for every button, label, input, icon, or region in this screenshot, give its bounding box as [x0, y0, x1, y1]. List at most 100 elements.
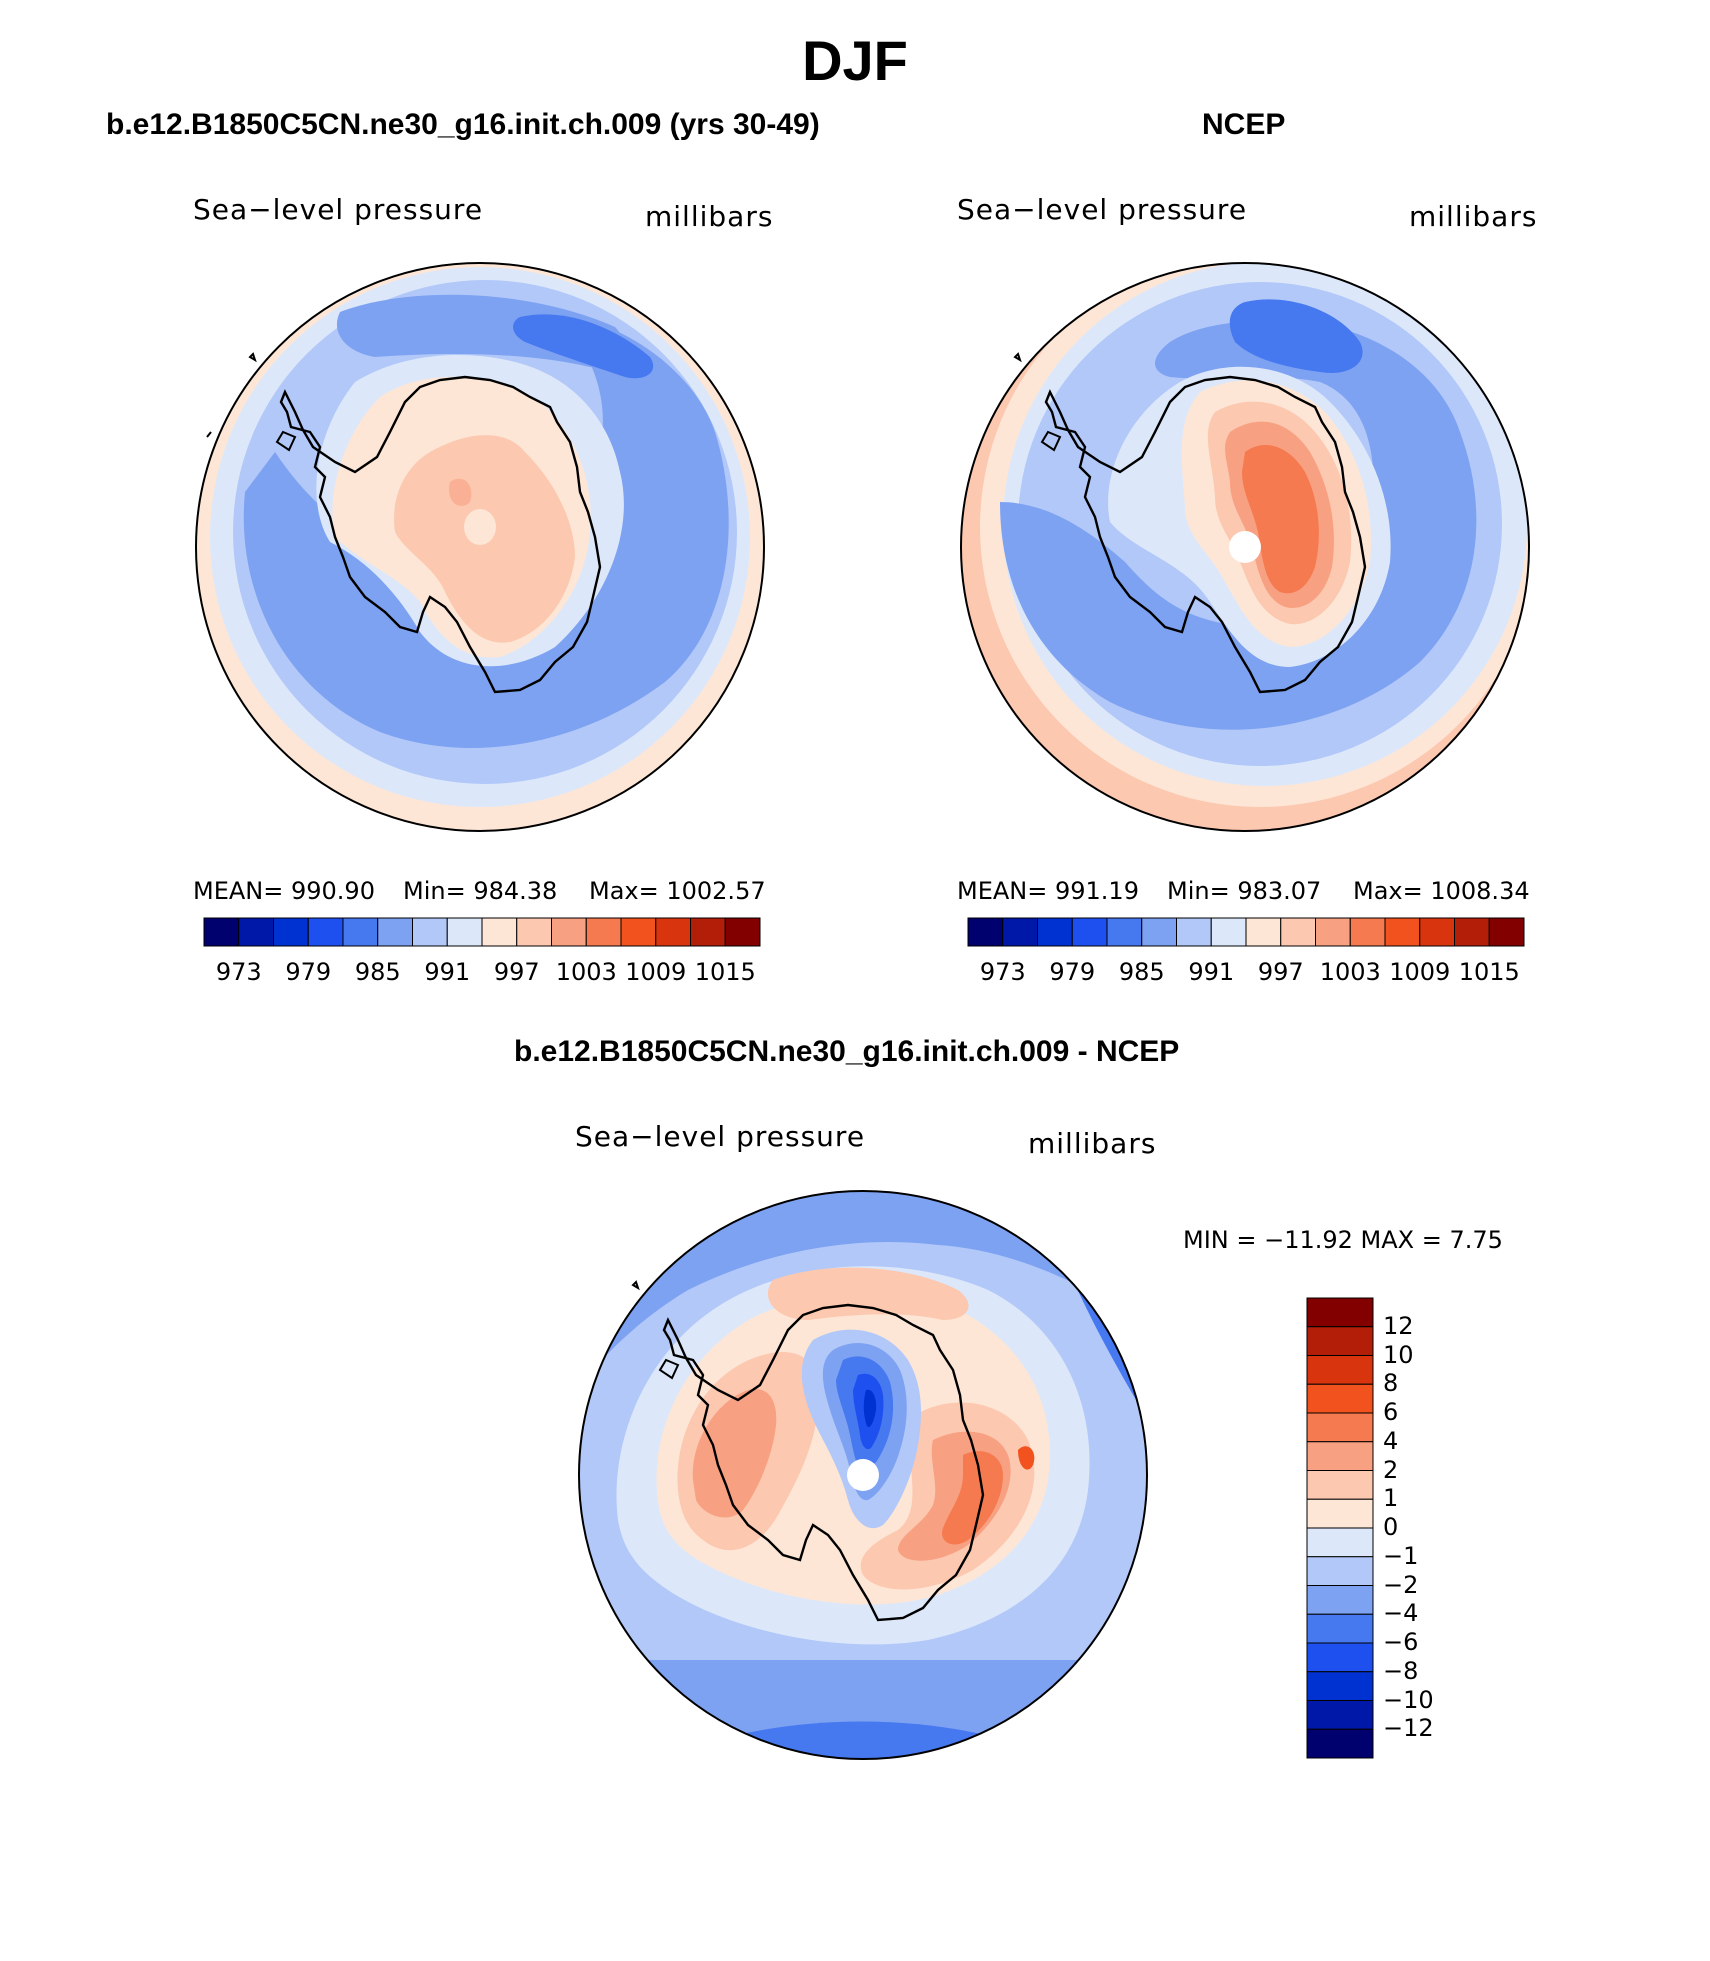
left-max: Max= 1002.57	[589, 877, 766, 905]
left-min: Min= 984.38	[403, 877, 558, 905]
colorbar-tick-label: −1	[1383, 1541, 1419, 1570]
colorbar-tick-label: 973	[979, 958, 1026, 986]
right-polar-map	[960, 262, 1530, 832]
right-max: Max= 1008.34	[1353, 877, 1530, 905]
colorbar-swatch	[516, 917, 552, 947]
colorbar-swatch	[238, 917, 274, 947]
colorbar-tick-label: 0	[1383, 1513, 1399, 1541]
colorbar-tick-label: −12	[1383, 1714, 1434, 1743]
colorbar-swatch	[1349, 917, 1386, 947]
colorbar-swatch	[690, 917, 726, 947]
colorbar-swatch	[1306, 1355, 1374, 1385]
colorbar-tick-label: 8	[1383, 1369, 1399, 1398]
colorbar-tick-label: 1003	[555, 958, 617, 986]
colorbar-swatch	[585, 917, 622, 947]
colorbar-swatch	[551, 917, 587, 947]
colorbar-swatch	[1306, 1383, 1374, 1414]
colorbar-swatch	[655, 917, 691, 947]
right-units-label: millibars	[1409, 200, 1538, 233]
colorbar-swatch	[1306, 1326, 1374, 1356]
right-colorbar	[967, 917, 1525, 947]
colorbar-swatch	[273, 917, 309, 947]
colorbar-tick-label: −8	[1383, 1656, 1419, 1685]
colorbar-swatch	[1488, 917, 1525, 947]
colorbar-swatch	[1315, 917, 1351, 947]
colorbar-swatch	[620, 917, 657, 947]
colorbar-swatch	[967, 917, 1004, 947]
left-mean: MEAN= 990.90	[193, 877, 375, 905]
colorbar-swatch	[1306, 1297, 1374, 1328]
colorbar-swatch	[307, 917, 344, 947]
colorbar-tick-label: 2	[1383, 1455, 1399, 1484]
right-variable-label: Sea−level pressure	[957, 193, 1248, 226]
left-variable-label: Sea−level pressure	[193, 193, 484, 226]
diff-panel-title: b.e12.B1850C5CN.ne30_g16.init.ch.009 - N…	[514, 1035, 1180, 1068]
colorbar-swatch	[377, 917, 413, 947]
colorbar-tick-label: 10	[1383, 1340, 1414, 1369]
diff-polar-map	[578, 1190, 1148, 1760]
colorbar-tick-label: 991	[1188, 958, 1235, 986]
colorbar-tick-label: 1	[1383, 1484, 1399, 1513]
colorbar-swatch	[1306, 1585, 1374, 1615]
diff-minmax: MIN = −11.92 MAX = 7.75	[1183, 1226, 1503, 1254]
colorbar-swatch	[1384, 917, 1421, 947]
colorbar-swatch	[1306, 1470, 1374, 1500]
diff-colorbar	[1306, 1297, 1374, 1759]
right-min: Min= 983.07	[1167, 877, 1322, 905]
colorbar-swatch	[481, 917, 518, 947]
colorbar-swatch	[1454, 917, 1490, 947]
colorbar-swatch	[1141, 917, 1177, 947]
figure-title: DJF	[802, 29, 908, 92]
colorbar-tick-label: 1009	[625, 958, 687, 986]
left-panel-title: b.e12.B1850C5CN.ne30_g16.init.ch.009 (yr…	[106, 108, 820, 141]
colorbar-swatch	[1071, 917, 1108, 947]
colorbar-swatch	[1306, 1642, 1374, 1673]
colorbar-swatch	[1306, 1671, 1374, 1701]
colorbar-swatch	[1306, 1441, 1374, 1471]
colorbar-swatch	[1306, 1556, 1374, 1586]
colorbar-tick-label: 1015	[1458, 958, 1520, 986]
colorbar-swatch	[1306, 1700, 1374, 1730]
diff-variable-label: Sea−level pressure	[575, 1120, 866, 1153]
colorbar-swatch	[1037, 917, 1073, 947]
colorbar-swatch	[412, 917, 448, 947]
diff-units-label: millibars	[1028, 1127, 1157, 1160]
colorbar-swatch	[724, 917, 761, 947]
colorbar-tick-label: 973	[215, 958, 262, 986]
colorbar-swatch	[203, 917, 240, 947]
colorbar-swatch	[1210, 917, 1247, 947]
colorbar-swatch	[1280, 917, 1316, 947]
colorbar-tick-label: 991	[424, 958, 471, 986]
colorbar-tick-label: 1003	[1319, 958, 1381, 986]
colorbar-tick-label: −6	[1383, 1628, 1419, 1656]
right-mean: MEAN= 991.19	[957, 877, 1139, 905]
colorbar-swatch	[342, 917, 379, 947]
colorbar-swatch	[1419, 917, 1455, 947]
colorbar-swatch	[1306, 1527, 1374, 1558]
left-polar-map	[195, 262, 765, 832]
colorbar-swatch	[1176, 917, 1212, 947]
colorbar-swatch	[1002, 917, 1038, 947]
left-units-label: millibars	[645, 200, 774, 233]
colorbar-tick-label: −2	[1383, 1570, 1419, 1599]
colorbar-tick-label: 979	[1049, 958, 1096, 986]
colorbar-tick-label: 979	[285, 958, 332, 986]
colorbar-swatch	[1245, 917, 1282, 947]
colorbar-swatch	[446, 917, 483, 947]
colorbar-tick-label: 997	[1257, 958, 1304, 986]
colorbar-tick-label: 12	[1383, 1311, 1414, 1340]
colorbar-tick-label: 6	[1383, 1398, 1399, 1426]
colorbar-tick-label: −4	[1383, 1599, 1419, 1628]
right-panel-title: NCEP	[1202, 108, 1286, 141]
colorbar-tick-label: 4	[1383, 1426, 1399, 1455]
colorbar-swatch	[1306, 1412, 1374, 1443]
colorbar-swatch	[1306, 1613, 1374, 1644]
left-colorbar	[203, 917, 761, 947]
colorbar-swatch	[1306, 1498, 1374, 1529]
colorbar-tick-label: 1015	[694, 958, 756, 986]
colorbar-tick-label: 1009	[1389, 958, 1451, 986]
colorbar-tick-label: 985	[354, 958, 401, 986]
colorbar-tick-label: 997	[493, 958, 540, 986]
colorbar-swatch	[1106, 917, 1143, 947]
colorbar-tick-label: 985	[1118, 958, 1165, 986]
